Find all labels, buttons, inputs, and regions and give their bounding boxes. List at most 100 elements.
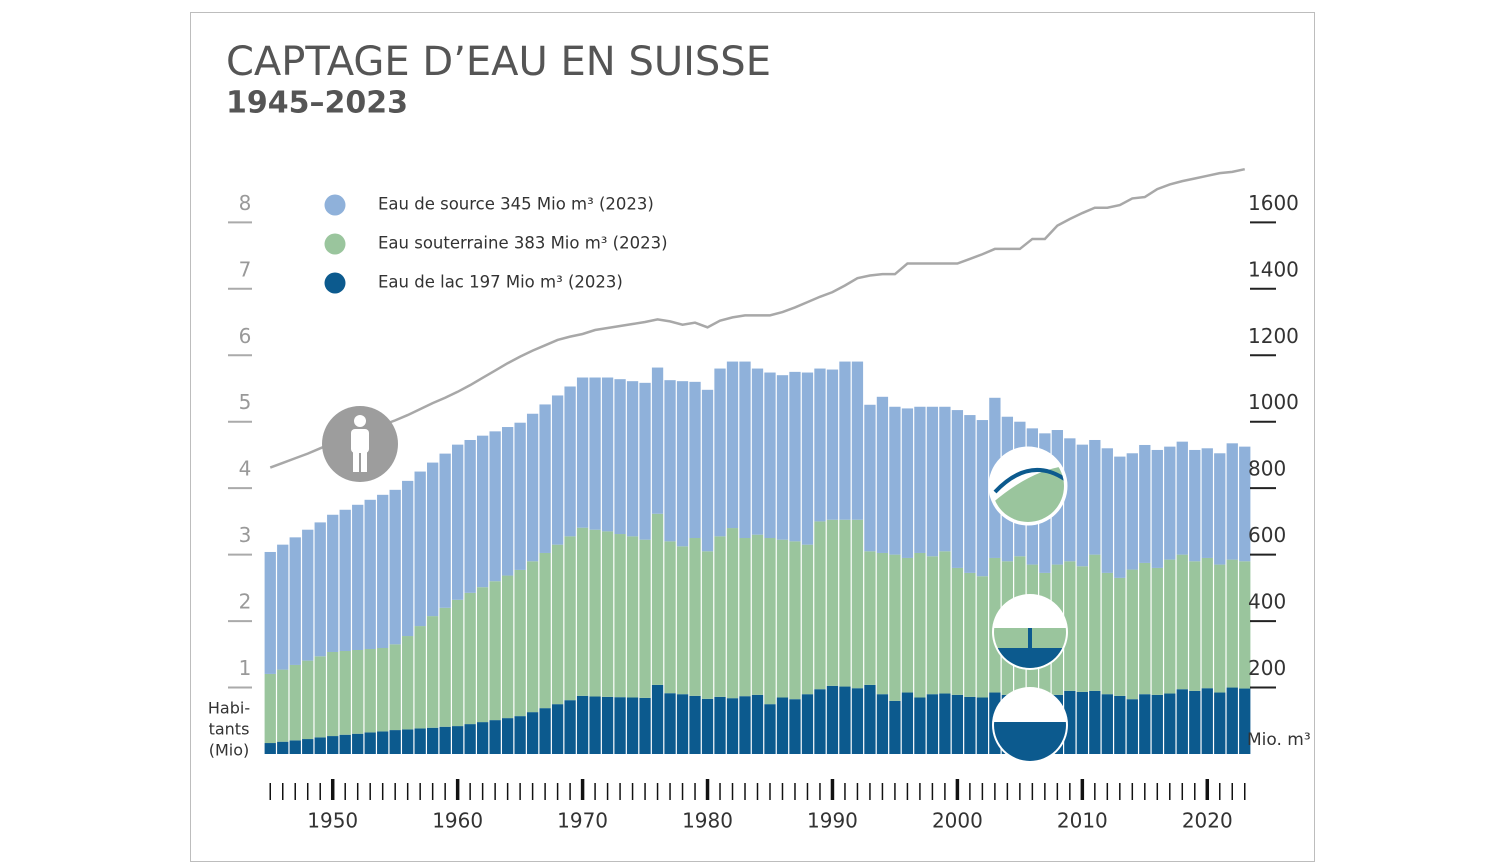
bar-segment — [601, 377, 614, 532]
x-tick-label: 2000 — [932, 809, 983, 833]
bar-segment — [764, 704, 776, 754]
bar-segment — [914, 697, 926, 754]
bar-segment — [501, 575, 514, 719]
bar-segment — [739, 538, 751, 697]
bar-segment — [1214, 692, 1226, 754]
bar-segment — [264, 673, 276, 744]
bar-segment — [1201, 688, 1213, 754]
bar-segment — [377, 648, 389, 732]
bar-segment — [551, 544, 564, 705]
bar-segment — [564, 386, 576, 537]
bar-segment — [389, 730, 401, 754]
bar-segment — [1101, 694, 1113, 754]
bar-segment — [576, 527, 589, 696]
bar-segment — [514, 569, 526, 717]
bar-segment — [1239, 688, 1251, 754]
bar-segment — [1064, 690, 1076, 754]
bar-segment — [964, 415, 976, 573]
bar-segment — [776, 539, 789, 698]
bar-segment — [739, 361, 751, 539]
bar-segment — [327, 736, 339, 754]
bar-segment — [626, 697, 639, 754]
bar-segment — [826, 519, 839, 686]
bar-segment — [1064, 561, 1076, 691]
bar-segment — [864, 404, 876, 552]
bar-segment — [651, 684, 664, 754]
bar-segment — [452, 444, 464, 600]
y2-tick-label: 6 — [239, 324, 252, 348]
bar-segment — [889, 554, 901, 701]
bar-segment — [789, 699, 801, 754]
bar-segment — [414, 728, 426, 754]
bar-segment — [751, 534, 764, 695]
bar-segment — [1126, 453, 1138, 570]
y2-tick-label: 3 — [239, 523, 252, 547]
bar-segment — [514, 422, 526, 570]
bar-segment — [626, 381, 639, 537]
bar-segment — [676, 381, 689, 547]
bar-segment — [289, 664, 301, 741]
bar-segment — [414, 626, 426, 729]
bar-segment — [402, 636, 414, 730]
bar-segment — [1139, 562, 1151, 695]
bar-segment — [726, 361, 739, 529]
x-tick-label: 1970 — [557, 809, 608, 833]
bar-segment — [589, 696, 601, 754]
legend-label: Eau de source 345 Mio m³ (2023) — [378, 195, 654, 214]
y-tick-label: 200 — [1248, 656, 1286, 680]
bar-segment — [951, 694, 964, 754]
x-tick-label: 1960 — [432, 809, 483, 833]
bar-segment — [539, 708, 551, 754]
bar-segment — [814, 368, 826, 522]
bar-segment — [751, 694, 764, 754]
bar-segment — [839, 361, 851, 520]
bar-segment — [639, 382, 651, 540]
bar-segment — [776, 697, 789, 754]
bar-segment — [339, 509, 351, 651]
x-tick-label: 2010 — [1057, 809, 1108, 833]
bar-segment — [264, 743, 276, 754]
bar-segment — [739, 696, 751, 754]
bar-segment — [876, 396, 889, 553]
bar-segment — [901, 408, 914, 558]
bar-segment — [801, 372, 814, 545]
legend-label: Eau souterraine 383 Mio m³ (2023) — [378, 234, 668, 253]
bar-segment — [801, 694, 814, 754]
y2-tick-label: 5 — [239, 390, 252, 414]
bar-segment — [764, 372, 776, 539]
legend-swatch — [324, 233, 346, 255]
bar-segment — [352, 649, 364, 734]
y2-axis-label: Habi- — [208, 699, 250, 718]
y-tick-label: 1400 — [1248, 257, 1299, 281]
bar-segment — [1214, 453, 1226, 565]
bar-segment — [814, 521, 826, 690]
bar-segment — [789, 541, 801, 700]
y2-tick-label: 2 — [239, 590, 252, 614]
bar-segment — [489, 581, 501, 721]
bar-segment — [452, 599, 464, 727]
bar-segment — [701, 551, 714, 699]
bar-segment — [601, 696, 614, 754]
bar-segment — [1101, 448, 1113, 573]
bar-segment — [889, 406, 901, 555]
bar-segment — [801, 544, 814, 695]
bar-segment — [576, 695, 589, 754]
plot: 200 400 600 800 1000 1200 1400 1600 1 2 3 4 5 6 7 8 Mio.… — [208, 167, 1311, 833]
bar-segment — [1201, 557, 1213, 689]
bar-segment — [926, 694, 939, 754]
bar-segment — [439, 607, 451, 727]
bar-segment — [476, 587, 489, 723]
bar-segment — [901, 557, 914, 693]
bar-segment — [1226, 559, 1238, 688]
bar-segment — [389, 644, 401, 731]
bar-segment — [1164, 446, 1176, 560]
bar-segment — [1114, 456, 1126, 578]
y2-tick-label: 4 — [239, 457, 252, 481]
bar-segment — [1126, 699, 1138, 754]
bar-segment — [889, 700, 901, 754]
bar-segment — [564, 536, 576, 701]
bar-segment — [814, 689, 826, 754]
x-tick-label: 2020 — [1182, 809, 1233, 833]
bar-segment — [289, 537, 301, 665]
